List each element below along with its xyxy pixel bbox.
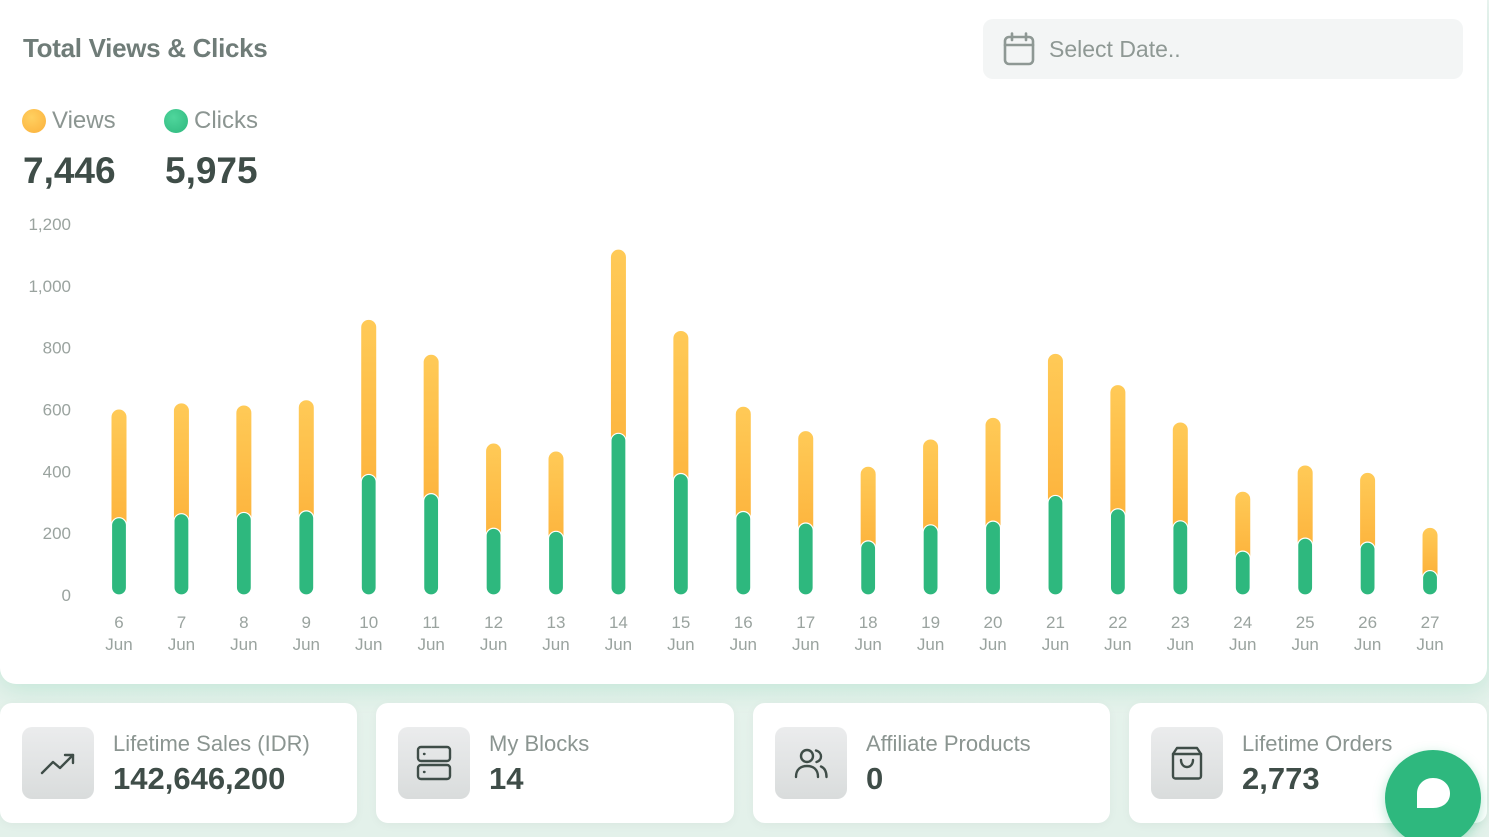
bar-clicks[interactable]: [1172, 520, 1189, 596]
shopping-bag-icon: [1171, 746, 1203, 780]
stat-icon-box: [22, 727, 94, 799]
x-tick-label: 13 Jun: [542, 613, 569, 654]
stat-value: 2,773: [1242, 761, 1320, 796]
chat-bubble-icon: [1417, 778, 1450, 808]
users-icon: [794, 748, 828, 779]
x-tick-label: 18 Jun: [854, 613, 881, 654]
x-tick-label: 16 Jun: [730, 613, 757, 654]
bar-clicks[interactable]: [110, 517, 128, 596]
x-tick-label: 12 Jun: [480, 613, 507, 654]
bar-clicks[interactable]: [797, 522, 814, 596]
x-tick-label: 8 Jun: [230, 613, 257, 654]
stat-label: Lifetime Orders: [1242, 731, 1393, 756]
stat-card-lifetime-sales[interactable]: Lifetime Sales (IDR) 142,646,200: [0, 703, 357, 823]
bar-clicks[interactable]: [235, 511, 252, 596]
chat-button[interactable]: [1385, 750, 1481, 837]
views-dot-icon: [22, 109, 46, 133]
stat-value: 14: [489, 761, 524, 796]
bar-clicks[interactable]: [735, 510, 752, 596]
x-tick-label: 25 Jun: [1291, 613, 1318, 654]
views-clicks-card: Total Views & Clicks Views 7,446 Clicks …: [22, 19, 1463, 654]
y-tick-label: 200: [43, 524, 71, 543]
stat-label: Lifetime Sales (IDR): [113, 731, 310, 756]
bar-clicks[interactable]: [173, 513, 190, 596]
blocks-server-icon: [416, 745, 452, 781]
y-tick-label: 1,200: [28, 215, 71, 234]
x-tick-label: 19 Jun: [917, 613, 944, 654]
stat-value: 142,646,200: [113, 761, 286, 796]
stat-icon-box: [398, 727, 470, 799]
y-tick-label: 0: [62, 586, 71, 605]
bar-clicks[interactable]: [984, 520, 1002, 596]
x-tick-label: 7 Jun: [168, 613, 195, 654]
bar-clicks[interactable]: [672, 472, 689, 596]
date-picker[interactable]: [983, 19, 1463, 79]
legend-clicks[interactable]: Clicks: [164, 107, 258, 135]
bar-clicks[interactable]: [1109, 508, 1126, 596]
x-tick-label: 14 Jun: [605, 613, 632, 654]
x-tick-label: 20 Jun: [979, 613, 1006, 654]
bar-clicks[interactable]: [547, 530, 565, 596]
stat-value: 0: [866, 761, 884, 796]
y-tick-label: 800: [43, 339, 71, 358]
bar-clicks[interactable]: [423, 492, 440, 596]
x-tick-label: 17 Jun: [792, 613, 819, 654]
x-tick-label: 24 Jun: [1229, 613, 1256, 654]
legend-clicks-label: Clicks: [194, 107, 258, 134]
y-tick-label: 400: [43, 462, 71, 481]
bar-clicks[interactable]: [1297, 537, 1314, 596]
date-input[interactable]: [1049, 35, 1429, 63]
stat-label: Affiliate Products: [866, 731, 1031, 756]
x-tick-label: 22 Jun: [1104, 613, 1131, 654]
stat-label: My Blocks: [489, 731, 590, 756]
bar-clicks[interactable]: [1234, 550, 1251, 596]
legend-views-label: Views: [52, 107, 116, 134]
stat-card-affiliate-products[interactable]: Affiliate Products 0: [753, 703, 1110, 823]
bar-clicks[interactable]: [610, 432, 627, 596]
x-tick-label: 27 Jun: [1416, 613, 1443, 654]
stat-icon-box: [775, 727, 847, 799]
bar-clicks[interactable]: [1047, 494, 1064, 596]
x-tick-label: 21 Jun: [1042, 613, 1069, 654]
bar-clicks[interactable]: [1359, 541, 1376, 596]
y-tick-label: 1,000: [28, 277, 71, 296]
clicks-total: 5,975: [165, 150, 258, 191]
bar-clicks[interactable]: [485, 527, 502, 596]
x-tick-label: 10 Jun: [355, 613, 382, 654]
x-tick-label: 6 Jun: [105, 613, 132, 654]
x-tick-label: 23 Jun: [1167, 613, 1194, 654]
card-title: Total Views & Clicks: [23, 33, 268, 63]
clicks-dot-icon: [164, 109, 188, 133]
trending-up-icon: [40, 753, 75, 775]
bar-clicks[interactable]: [860, 540, 877, 596]
stat-card-my-blocks[interactable]: My Blocks 14: [376, 703, 734, 823]
x-tick-label: 11 Jun: [417, 613, 444, 654]
x-tick-label: 26 Jun: [1354, 613, 1381, 654]
views-total: 7,446: [23, 150, 116, 191]
bar-chart: 0 200 400 600 800 1,000 1,200 6 Jun 7 Jun 8 Jun 9 Jun…: [28, 215, 1443, 654]
x-tick-label: 9 Jun: [293, 613, 320, 654]
stat-icon-box: [1151, 727, 1223, 799]
bar-clicks[interactable]: [360, 473, 377, 596]
x-tick-label: 15 Jun: [667, 613, 694, 654]
legend-views[interactable]: Views: [22, 107, 116, 135]
bar-clicks[interactable]: [1421, 569, 1439, 596]
calendar-icon: [1003, 32, 1035, 66]
bar-clicks[interactable]: [298, 510, 315, 596]
bar-clicks[interactable]: [922, 524, 939, 596]
y-tick-label: 600: [43, 401, 71, 420]
